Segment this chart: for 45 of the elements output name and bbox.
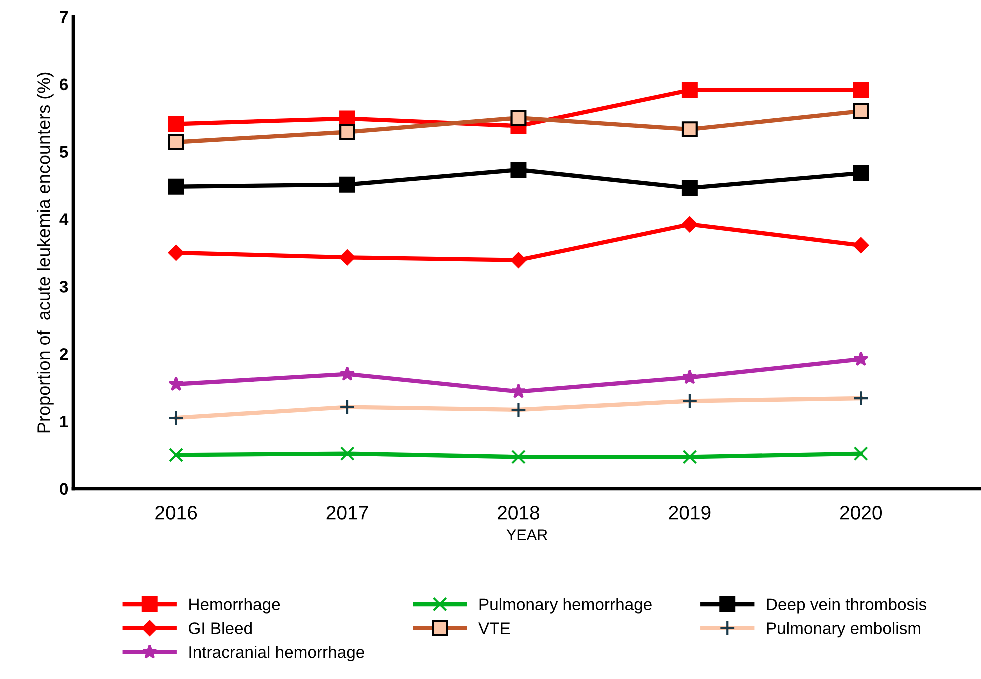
point [853,238,870,254]
legend-label: Intracranial hemorrhage [190,646,364,662]
y-tick-label: 2 [60,348,68,360]
legend-label: Pulmonary hemorrhage [480,598,652,614]
x-tick-label: 2016 [156,506,198,520]
point [168,376,184,392]
point [169,448,184,462]
y-tick-label: 5 [60,146,68,158]
point [168,178,184,195]
point [340,446,355,462]
y-axis-title: Proportion of acute leukemia encounters (%) [37,72,54,433]
point [853,82,870,98]
point [854,446,868,462]
y-tick-label: 6 [60,78,68,91]
x-axis-title: YEAR [506,530,548,540]
point [511,450,526,464]
point [168,245,184,261]
point [168,116,184,132]
y-tick-label: 3 [60,281,68,293]
point [511,384,526,398]
point [682,82,698,98]
point [340,250,356,266]
point [853,165,870,182]
x-tick-label: 2018 [498,506,540,520]
x-tick-label: 2017 [326,506,368,520]
point [682,180,698,196]
point [510,162,527,178]
legend-label: Hemorrhage [190,598,280,614]
legend-label: VTE [478,622,510,634]
point [682,370,698,384]
legend-label: GI Bleed [189,622,252,634]
y-tick-label: 1 [60,416,68,428]
y-tick-label: 4 [60,214,69,226]
point [682,450,698,464]
y-tick-label: 7 [60,12,68,24]
point [854,351,869,366]
y-tick-label: 0 [60,483,68,496]
point [510,252,527,268]
point [340,366,356,381]
legend-label: Deep vein thrombosis [767,598,927,614]
legend-label: Pulmonary embolism [767,622,920,638]
point [340,176,356,193]
x-tick-label: 2019 [669,506,711,520]
point [682,216,698,233]
x-tick-label: 2020 [840,506,882,520]
